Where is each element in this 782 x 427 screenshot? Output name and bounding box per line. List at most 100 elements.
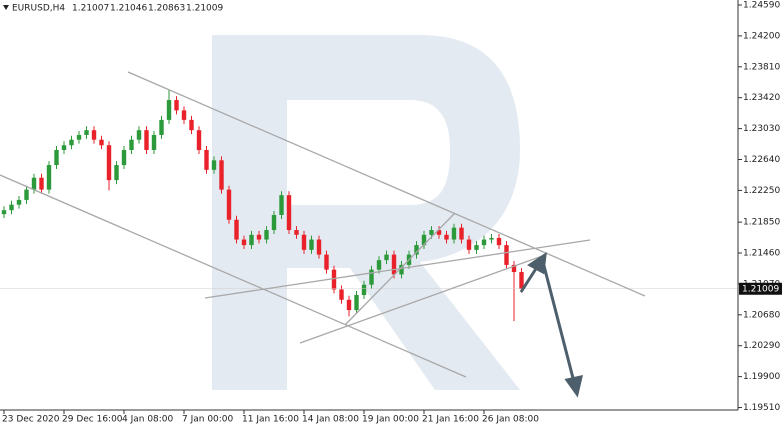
- candle-body: [99, 139, 104, 146]
- candle-body: [24, 189, 29, 200]
- candle-body: [1, 210, 7, 215]
- trendline: [204, 239, 591, 299]
- candle-body: [421, 234, 427, 246]
- x-tick-label: 21 Jan 16:00: [422, 415, 479, 425]
- arrow-head: [564, 375, 584, 398]
- candle-body: [376, 260, 382, 270]
- header-high: 1.21046: [110, 4, 147, 14]
- candle-body: [466, 239, 472, 250]
- candle-body: [301, 234, 307, 250]
- header-low: 1.20863: [148, 4, 185, 14]
- candle-body: [249, 234, 254, 246]
- candle-body: [286, 195, 292, 231]
- y-tick-label: 1.24590: [743, 0, 780, 10]
- current-price-label: 1.21009: [742, 284, 779, 294]
- candle-body: [211, 160, 217, 170]
- y-tick-label: 1.23810: [743, 62, 780, 72]
- x-tick-label: 4 Jan 08:00: [122, 415, 174, 425]
- candle-body: [264, 230, 269, 240]
- header-open: 1.21007: [72, 4, 109, 14]
- header-bg: [0, 1, 232, 14]
- x-tick-label: 26 Jan 08:00: [482, 415, 539, 425]
- candle-body: [106, 145, 112, 181]
- trendline: [344, 212, 456, 326]
- candle-body: [271, 214, 277, 231]
- candle-body: [309, 239, 314, 250]
- trendlines: [0, 71, 646, 378]
- candle-body: [384, 254, 389, 261]
- candle-body: [181, 110, 187, 120]
- y-tick-label: 1.23030: [743, 124, 780, 134]
- candle-body: [54, 150, 59, 166]
- candle-body: [339, 289, 344, 300]
- current-price-box: [739, 282, 782, 295]
- candle-body: [159, 119, 164, 135]
- header-triangle: [3, 5, 9, 10]
- trendline: [127, 71, 646, 297]
- candle-body: [489, 237, 494, 240]
- candle-body: [46, 165, 52, 190]
- candle-body: [444, 234, 449, 240]
- candle-body: [504, 245, 509, 265]
- candle-body: [219, 160, 224, 190]
- y-tick-label: 1.19510: [743, 403, 780, 413]
- candle-body: [166, 100, 172, 120]
- candle-body: [241, 239, 247, 246]
- candle-body: [144, 130, 149, 151]
- x-tick-label: 7 Jan 00:00: [182, 415, 234, 425]
- candle-body: [361, 284, 367, 296]
- candle-body: [369, 269, 374, 285]
- candle-body: [9, 204, 14, 211]
- y-tick-label: 1.23420: [743, 93, 780, 103]
- y-tick-label: 1.21850: [743, 218, 780, 228]
- candle-body: [346, 299, 352, 311]
- candle-body: [204, 150, 209, 170]
- candle-body: [31, 177, 37, 190]
- candle-body: [129, 139, 134, 151]
- candle-body: [234, 219, 239, 240]
- y-tick-label: 1.20680: [743, 310, 780, 320]
- candle-body: [474, 245, 479, 250]
- candle-body: [61, 145, 67, 151]
- candle-body: [256, 234, 262, 240]
- y-tick-label: 1.19900: [743, 372, 780, 382]
- candle-body: [496, 237, 502, 246]
- watermark-bowl: [287, 35, 520, 390]
- trendline: [0, 174, 467, 378]
- y-tick-label: 1.22640: [743, 155, 780, 165]
- candle-body: [16, 199, 22, 205]
- candle-body: [76, 134, 82, 140]
- candle-body: [391, 254, 397, 275]
- x-tick-label: 23 Dec 2020: [2, 415, 60, 425]
- plot-area: [0, 89, 738, 322]
- candle-body: [451, 227, 457, 240]
- candle-body: [459, 227, 464, 240]
- candle-body: [399, 264, 404, 275]
- candle-body: [114, 165, 119, 181]
- arrow-down: [541, 261, 576, 383]
- candle-body: [196, 130, 202, 151]
- candle-body: [136, 130, 142, 140]
- candle-body: [331, 269, 337, 290]
- candle-body: [294, 230, 299, 235]
- candle-body: [519, 272, 524, 289]
- header-close: 1.21009: [186, 4, 223, 14]
- candle-body: [91, 130, 97, 140]
- candle-body: [481, 239, 487, 246]
- candle-body: [414, 245, 419, 255]
- candle-body: [121, 150, 127, 166]
- candle-body: [324, 254, 329, 270]
- y-tick-label: 1.21460: [743, 249, 780, 259]
- x-tick-label: 14 Jan 08:00: [302, 415, 359, 425]
- y-tick-label: 1.20290: [743, 341, 780, 351]
- candle-body: [39, 177, 44, 190]
- trendline: [299, 254, 546, 344]
- x-tick-label: 19 Jan 00:00: [362, 415, 419, 425]
- candle-body: [279, 195, 284, 215]
- candle-body: [189, 119, 194, 131]
- candle-body: [436, 230, 442, 235]
- candle-body: [84, 130, 89, 135]
